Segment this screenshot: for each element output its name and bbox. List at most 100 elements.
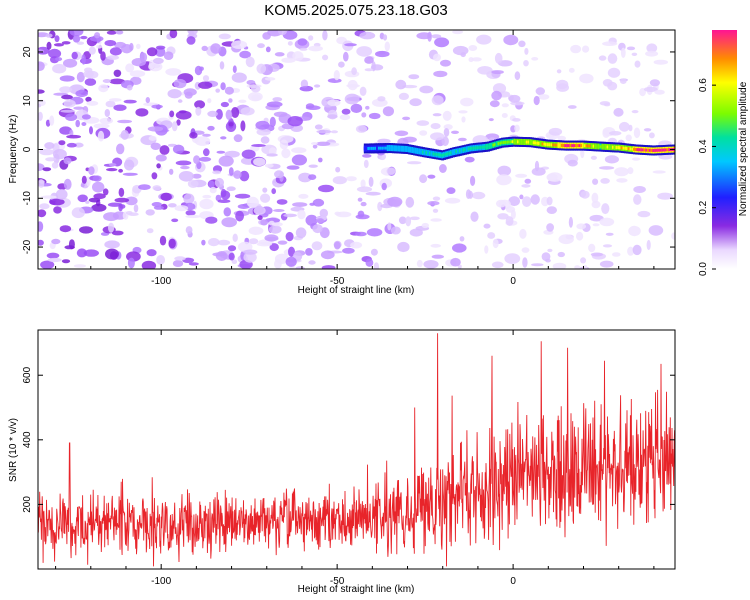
- spectrogram-noise-cell: [172, 260, 184, 267]
- spectrogram-noise-cell: [226, 186, 236, 191]
- spectrogram-ridge-core: [458, 149, 462, 153]
- snr-y-tick-label: 200: [22, 496, 33, 513]
- spectrogram-noise-cell: [430, 243, 442, 248]
- spectrogram-noise-cell: [494, 52, 503, 64]
- spectrogram-noise-cell: [272, 222, 283, 227]
- spectrogram-noise-cell: [91, 203, 107, 212]
- spectrogram-noise-cell: [408, 74, 420, 80]
- spectrogram-ridge-core: [645, 148, 649, 152]
- spectrogram-noise-cell: [63, 99, 76, 108]
- spectrogram-noise-cell: [212, 252, 227, 257]
- spectrogram-ridge-core: [513, 140, 517, 144]
- spectrogram-ridge-core: [529, 140, 533, 144]
- spectrogram-noise-cell: [136, 43, 141, 50]
- spectrogram-noise-cell: [85, 96, 92, 102]
- spectrogram-noise-cell: [556, 69, 562, 74]
- spectrogram-noise-cell: [231, 40, 248, 49]
- spectrogram-noise-cell: [185, 214, 201, 219]
- spectrogram-ridge-core: [432, 152, 436, 156]
- spectrogram-ridge-core: [377, 146, 381, 150]
- spectrogram-noise-cell: [109, 98, 122, 102]
- spectrogram-noise-cell: [201, 45, 208, 52]
- spectrogram-noise-cell: [241, 149, 256, 159]
- spectrogram-ridge-core: [624, 146, 628, 150]
- spectrogram-ridge-core: [654, 148, 658, 152]
- spectrogram-ridge-core: [441, 153, 445, 157]
- spectrogram-noise-cell: [614, 167, 629, 177]
- spectrogram-ridge-core: [599, 145, 603, 149]
- spectrogram-ridge-core: [606, 145, 610, 149]
- spectrogram-ridge-core: [666, 148, 670, 152]
- spectrogram-ridge-core: [428, 151, 432, 155]
- spectrogram-noise-cell: [308, 45, 323, 52]
- spectrogram-noise-cell: [321, 265, 336, 269]
- spectrogram-noise-cell: [570, 44, 582, 54]
- spectrogram-noise-cell: [193, 155, 201, 165]
- spectrogram-noise-cell: [46, 252, 60, 259]
- spectrogram-ridge-core: [370, 146, 374, 150]
- spectrogram-ridge-core: [430, 152, 434, 156]
- spectrogram-noise-cell: [257, 215, 263, 220]
- spectrogram-noise-cell: [366, 228, 383, 237]
- spectrogram-noise-cell: [394, 130, 409, 137]
- spectrogram-noise-cell: [147, 126, 164, 132]
- spectrogram-noise-cell: [105, 100, 116, 108]
- spectrogram-noise-cell: [49, 198, 65, 206]
- spectrogram-noise-cell: [146, 47, 158, 57]
- spectrogram-noise-cell: [370, 248, 378, 256]
- spectrogram-ridge-core: [518, 140, 522, 144]
- spectrogram-ridge-core: [522, 140, 526, 144]
- spectrogram-ridge-core: [400, 147, 404, 151]
- spectrogram-noise-cell: [185, 210, 196, 216]
- spectrogram-ridge-core: [587, 144, 591, 148]
- spectrogram-noise-cell: [432, 113, 442, 117]
- spectrogram-ridge-core: [376, 146, 380, 150]
- snr-frame: [37, 329, 676, 570]
- spectrogram-ridge-core: [640, 148, 644, 152]
- spectrogram-noise-cell: [357, 197, 363, 202]
- spectrogram-noise-cell: [178, 171, 194, 182]
- spectrogram-ridge-core: [472, 146, 476, 150]
- spectrogram-noise-cell: [266, 101, 283, 108]
- spectrogram-noise-cell: [217, 239, 231, 246]
- spectrogram-noise-cell: [146, 228, 154, 234]
- spectrogram-ridge-core: [536, 141, 540, 145]
- spectrogram-ridge-core: [546, 143, 550, 147]
- spectrogram-ridge-core: [550, 143, 554, 147]
- spectrogram-noise-cell: [224, 86, 234, 95]
- spectrogram-noise-cell: [612, 252, 621, 257]
- spectrogram-ridge: [363, 136, 675, 161]
- spectrogram-noise-cell: [503, 34, 519, 46]
- spectrogram-noise-cell: [106, 30, 117, 35]
- spectrogram-ridge-core: [541, 142, 545, 146]
- spectrogram-noise-cell: [89, 126, 93, 135]
- spectrogram-noise-cell: [113, 69, 122, 78]
- spectrogram-noise-cell: [53, 92, 69, 96]
- spectrogram-noise-cell: [228, 167, 234, 176]
- spectrogram-noise-cell: [430, 218, 442, 222]
- spectrogram-noise-cell: [177, 99, 183, 103]
- spectrogram-noise-cell: [365, 105, 370, 110]
- spectrogram-noise-cell: [145, 209, 155, 216]
- spectrogram-noise-cell: [470, 211, 479, 222]
- spectrogram-noise-cell: [568, 216, 574, 228]
- spectrogram-noise-cell: [312, 198, 325, 207]
- spectrogram-noise-cell: [598, 55, 607, 61]
- spectrogram-noise-cell: [491, 261, 504, 269]
- spectrogram-noise-cell: [344, 43, 357, 47]
- spectrogram-noise-cell: [603, 102, 611, 107]
- spectrogram-noise-cell: [251, 144, 266, 147]
- spectrogram-noise-cell: [218, 33, 231, 40]
- spectrogram-noise-cell: [178, 110, 187, 114]
- spectrogram-ridge-core: [471, 146, 475, 150]
- spectrogram-ridge-core: [543, 142, 547, 146]
- spectrogram-noise-cell: [84, 78, 97, 86]
- spectrogram-ridge-core: [597, 145, 601, 148]
- spectrogram-noise-cell: [45, 157, 57, 162]
- spectrogram-noise-cell: [332, 176, 347, 185]
- spectrogram-noise-cell: [155, 45, 166, 50]
- spectrogram-noise-cell: [334, 211, 341, 216]
- spectrogram-ridge-core: [548, 143, 552, 147]
- spectrogram-noise-cell: [339, 114, 351, 121]
